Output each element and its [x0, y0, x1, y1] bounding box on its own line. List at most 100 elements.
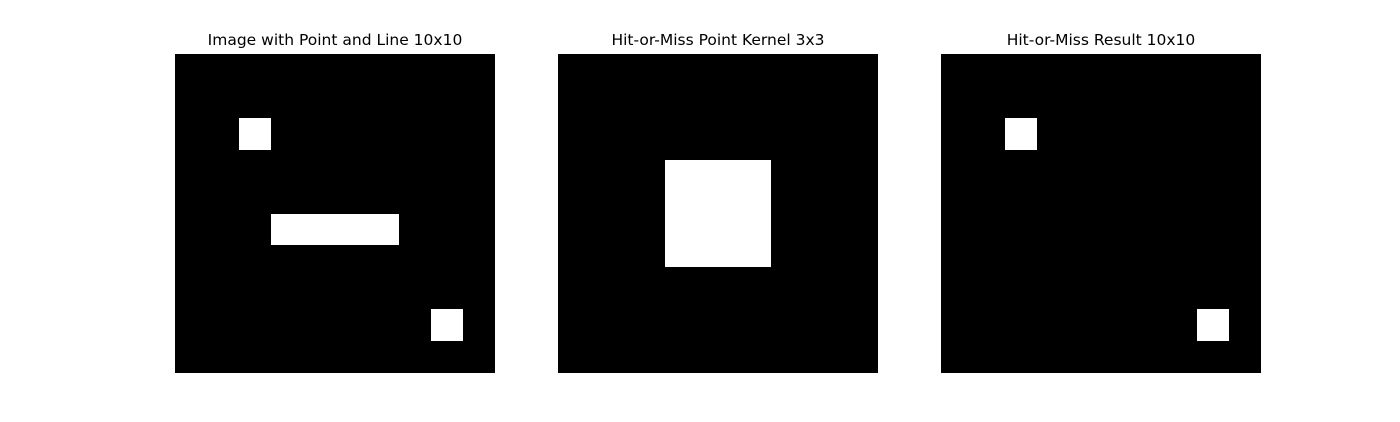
heatmap-cell-r5-c8 [1197, 214, 1229, 245]
heatmap-cell-r7-c6 [367, 277, 399, 309]
heatmap-cell-r5-c3 [271, 214, 303, 245]
heatmap-cell-r5-c4 [1069, 214, 1101, 245]
heatmap-cell-r0-c5 [1101, 54, 1133, 86]
heatmap-cell-r7-c2 [239, 277, 271, 309]
heatmap-cell-r5-c0 [941, 214, 973, 245]
heatmap-cell-r5-c1 [207, 214, 239, 245]
heatmap-cell-r4-c9 [463, 182, 495, 214]
heatmap-kernel [558, 54, 878, 373]
heatmap-cell-r2-c4 [1069, 118, 1101, 150]
heatmap-cell-r4-c3 [271, 182, 303, 214]
heatmap-cell-r8-c2 [239, 309, 271, 341]
heatmap-cell-r4-c2 [1005, 182, 1037, 214]
heatmap-cell-r7-c0 [941, 277, 973, 309]
heatmap-cell-r8-c2 [1005, 309, 1037, 341]
heatmap-cell-r4-c1 [207, 182, 239, 214]
heatmap-cell-r3-c8 [1197, 150, 1229, 182]
heatmap-cell-r0-c0 [175, 54, 207, 86]
heatmap-cell-r3-c3 [1037, 150, 1069, 182]
heatmap-cell-r9-c9 [1229, 341, 1261, 373]
heatmap-cell-r8-c0 [175, 309, 207, 341]
heatmap-cell-r2-c2 [239, 118, 271, 150]
heatmap-cell-r6-c4 [1069, 245, 1101, 277]
heatmap-cell-r7-c0 [175, 277, 207, 309]
heatmap-input-image [175, 54, 495, 373]
heatmap-cell-r2-c1 [665, 267, 771, 373]
panel-title: Image with Point and Line 10x10 [207, 31, 463, 49]
heatmap-cell-r2-c5 [1101, 118, 1133, 150]
heatmap-cell-r1-c2 [1005, 86, 1037, 118]
heatmap-cell-r2-c8 [1197, 118, 1229, 150]
heatmap-cell-r4-c9 [1229, 182, 1261, 214]
heatmap-cell-r3-c5 [335, 150, 367, 182]
heatmap-result [941, 54, 1261, 373]
heatmap-cell-r0-c9 [1229, 54, 1261, 86]
heatmap-cell-r6-c1 [207, 245, 239, 277]
heatmap-cell-r1-c6 [367, 86, 399, 118]
heatmap-cell-r6-c2 [239, 245, 271, 277]
heatmap-cell-r6-c6 [367, 245, 399, 277]
heatmap-cell-r6-c4 [303, 245, 335, 277]
heatmap-cell-r7-c7 [1165, 277, 1197, 309]
heatmap-cell-r0-c8 [431, 54, 463, 86]
heatmap-cell-r0-c2 [239, 54, 271, 86]
heatmap-cell-r8-c8 [1197, 309, 1229, 341]
heatmap-cell-r9-c8 [431, 341, 463, 373]
heatmap-cell-r8-c5 [1101, 309, 1133, 341]
heatmap-cell-r0-c1 [665, 54, 771, 160]
heatmap-cell-r6-c8 [431, 245, 463, 277]
heatmap-cell-r7-c5 [1101, 277, 1133, 309]
heatmap-cell-r5-c7 [1165, 214, 1197, 245]
heatmap-cell-r7-c3 [1037, 277, 1069, 309]
panel-title: Hit-or-Miss Result 10x10 [1006, 31, 1196, 49]
heatmap-cell-r3-c0 [175, 150, 207, 182]
heatmap-cell-r1-c8 [431, 86, 463, 118]
heatmap-cell-r8-c6 [1133, 309, 1165, 341]
heatmap-cell-r3-c4 [1069, 150, 1101, 182]
heatmap-cell-r8-c5 [335, 309, 367, 341]
heatmap-cell-r8-c4 [303, 309, 335, 341]
heatmap-cell-r7-c1 [207, 277, 239, 309]
heatmap-cell-r6-c8 [1197, 245, 1229, 277]
heatmap-cell-r0-c1 [973, 54, 1005, 86]
heatmap-cell-r9-c7 [399, 341, 431, 373]
heatmap-cell-r3-c7 [1165, 150, 1197, 182]
heatmap-cell-r9-c2 [1005, 341, 1037, 373]
heatmap-cell-r9-c0 [941, 341, 973, 373]
heatmap-cell-r0-c7 [1165, 54, 1197, 86]
heatmap-cell-r2-c7 [399, 118, 431, 150]
heatmap-cell-r1-c1 [665, 160, 771, 267]
heatmap-cell-r6-c5 [1101, 245, 1133, 277]
heatmap-cell-r1-c4 [1069, 86, 1101, 118]
heatmap-cell-r7-c3 [271, 277, 303, 309]
heatmap-cell-r1-c9 [463, 86, 495, 118]
heatmap-cell-r5-c2 [239, 214, 271, 245]
heatmap-cell-r6-c7 [399, 245, 431, 277]
heatmap-cell-r8-c9 [1229, 309, 1261, 341]
heatmap-cell-r7-c4 [1069, 277, 1101, 309]
heatmap-cell-r9-c4 [303, 341, 335, 373]
heatmap-cell-r1-c0 [558, 160, 665, 267]
heatmap-cell-r5-c9 [1229, 214, 1261, 245]
heatmap-cell-r6-c3 [1037, 245, 1069, 277]
heatmap-cell-r8-c9 [463, 309, 495, 341]
heatmap-cell-r1-c6 [1133, 86, 1165, 118]
heatmap-cell-r3-c6 [1133, 150, 1165, 182]
heatmap-cell-r7-c8 [1197, 277, 1229, 309]
heatmap-cell-r0-c2 [1005, 54, 1037, 86]
panel-title: Hit-or-Miss Point Kernel 3x3 [611, 31, 825, 49]
heatmap-cell-r1-c1 [973, 86, 1005, 118]
heatmap-cell-r5-c3 [1037, 214, 1069, 245]
heatmap-cell-r3-c2 [1005, 150, 1037, 182]
heatmap-cell-r2-c7 [1165, 118, 1197, 150]
heatmap-cell-r9-c2 [239, 341, 271, 373]
heatmap-cell-r5-c9 [463, 214, 495, 245]
heatmap-cell-r9-c6 [1133, 341, 1165, 373]
heatmap-cell-r5-c2 [1005, 214, 1037, 245]
heatmap-cell-r9-c1 [207, 341, 239, 373]
heatmap-cell-r6-c9 [1229, 245, 1261, 277]
heatmap-cell-r6-c5 [335, 245, 367, 277]
heatmap-cell-r0-c9 [463, 54, 495, 86]
heatmap-cell-r5-c0 [175, 214, 207, 245]
heatmap-cell-r5-c8 [431, 214, 463, 245]
